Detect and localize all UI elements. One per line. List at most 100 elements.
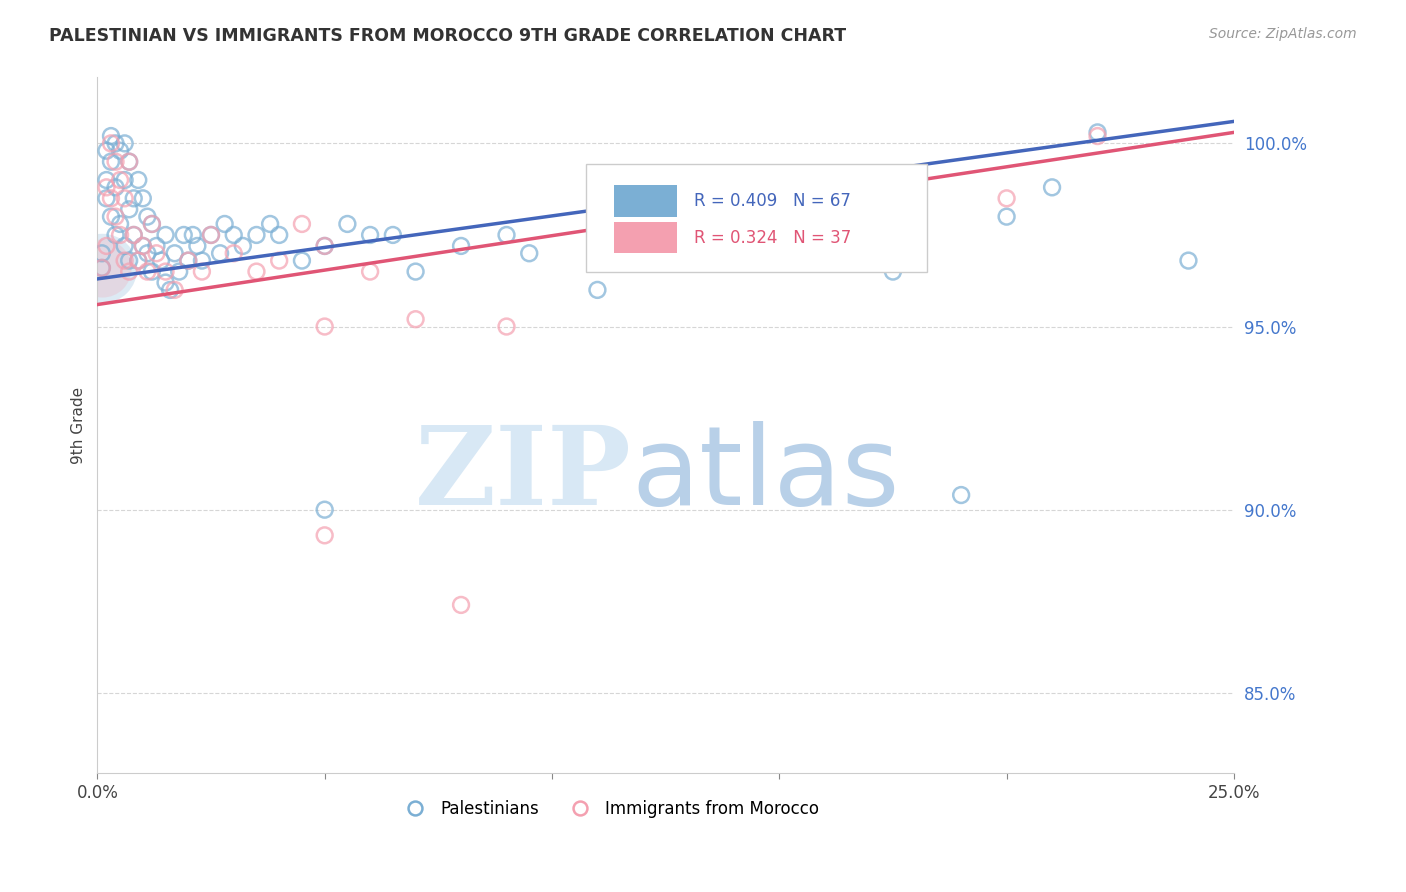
Point — [381, 227, 404, 242]
Point — [359, 227, 381, 242]
Point — [104, 136, 127, 151]
Point — [586, 283, 609, 297]
Point — [259, 217, 281, 231]
Point — [100, 154, 122, 169]
Point — [100, 210, 122, 224]
Point — [200, 227, 222, 242]
Point — [163, 246, 186, 260]
Point — [141, 217, 163, 231]
Point — [495, 319, 517, 334]
Point — [100, 191, 122, 205]
Point — [114, 136, 136, 151]
Point — [114, 253, 136, 268]
Point — [768, 217, 790, 231]
Point — [314, 239, 336, 253]
Point — [96, 191, 118, 205]
Point — [90, 260, 112, 275]
Point — [159, 283, 181, 297]
Point — [359, 264, 381, 278]
Point — [127, 253, 149, 268]
Point — [104, 227, 127, 242]
Point — [122, 227, 145, 242]
Point — [245, 264, 267, 278]
Point — [118, 154, 141, 169]
Point — [222, 246, 245, 260]
Point — [136, 210, 159, 224]
Point — [90, 260, 112, 275]
Point — [167, 264, 190, 278]
Point — [155, 264, 177, 278]
Point — [100, 136, 122, 151]
Point — [132, 239, 155, 253]
Point — [245, 227, 267, 242]
Point — [336, 217, 359, 231]
Point — [132, 239, 155, 253]
Point — [291, 217, 314, 231]
Point — [163, 283, 186, 297]
Point — [127, 253, 149, 268]
Point — [96, 180, 118, 194]
Point — [90, 260, 112, 275]
Point — [495, 227, 517, 242]
Point — [96, 239, 118, 253]
Text: Source: ZipAtlas.com: Source: ZipAtlas.com — [1209, 27, 1357, 41]
Point — [96, 144, 118, 158]
Point — [405, 264, 427, 278]
Point — [141, 217, 163, 231]
Point — [145, 239, 167, 253]
Point — [118, 264, 141, 278]
Text: R = 0.324   N = 37: R = 0.324 N = 37 — [695, 228, 851, 246]
Point — [191, 264, 214, 278]
Point — [90, 246, 112, 260]
Point — [882, 264, 904, 278]
Point — [96, 173, 118, 187]
Point — [100, 129, 122, 144]
Text: ZIP: ZIP — [415, 421, 631, 528]
Point — [222, 227, 245, 242]
Point — [314, 528, 336, 542]
Text: PALESTINIAN VS IMMIGRANTS FROM MOROCCO 9TH GRADE CORRELATION CHART: PALESTINIAN VS IMMIGRANTS FROM MOROCCO 9… — [49, 27, 846, 45]
FancyBboxPatch shape — [614, 186, 678, 217]
Point — [209, 246, 232, 260]
Point — [177, 253, 200, 268]
Point — [136, 246, 159, 260]
Point — [1087, 129, 1109, 144]
Point — [405, 312, 427, 326]
Point — [114, 173, 136, 187]
Point — [114, 191, 136, 205]
Text: atlas: atlas — [631, 421, 900, 528]
Point — [108, 217, 131, 231]
Point — [181, 227, 204, 242]
Point — [1087, 125, 1109, 139]
Point — [127, 173, 149, 187]
Point — [104, 154, 127, 169]
Point — [517, 246, 540, 260]
Y-axis label: 9th Grade: 9th Grade — [72, 387, 86, 464]
Point — [200, 227, 222, 242]
Point — [90, 260, 112, 275]
Point — [155, 227, 177, 242]
Point — [950, 488, 973, 502]
Point — [191, 253, 214, 268]
Point — [450, 239, 472, 253]
Point — [269, 253, 291, 268]
Point — [132, 191, 155, 205]
Point — [995, 191, 1018, 205]
Point — [450, 598, 472, 612]
Point — [768, 217, 790, 231]
Point — [155, 276, 177, 290]
Point — [118, 202, 141, 217]
Point — [291, 253, 314, 268]
Point — [186, 239, 208, 253]
Point — [631, 246, 654, 260]
Point — [114, 239, 136, 253]
Point — [104, 180, 127, 194]
Point — [104, 210, 127, 224]
Point — [1040, 180, 1063, 194]
Legend: Palestinians, Immigrants from Morocco: Palestinians, Immigrants from Morocco — [392, 793, 825, 824]
Point — [173, 227, 195, 242]
Point — [214, 217, 236, 231]
Point — [269, 227, 291, 242]
Point — [150, 253, 173, 268]
Point — [136, 264, 159, 278]
